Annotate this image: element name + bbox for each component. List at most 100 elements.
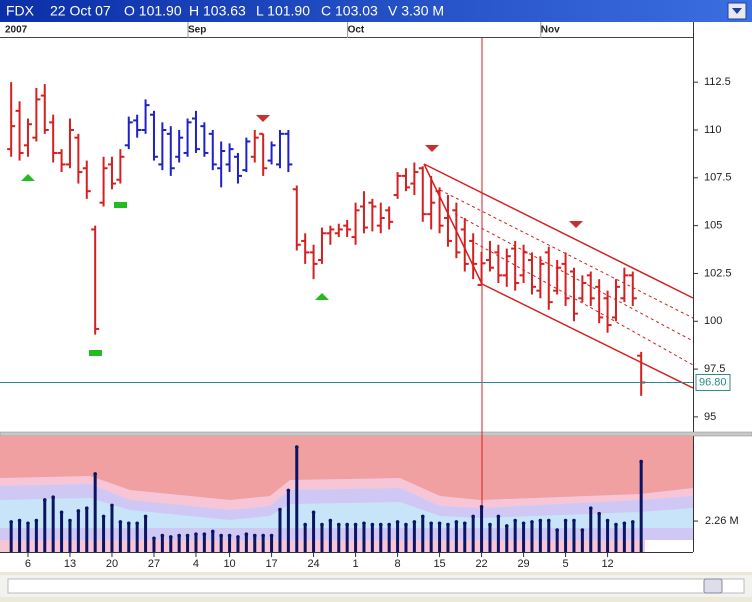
volume-cap xyxy=(538,518,543,523)
volume-cap xyxy=(294,445,299,449)
volume-cap xyxy=(210,529,215,534)
volume-cap xyxy=(378,522,383,527)
volume-cap xyxy=(521,521,526,526)
volume-cap xyxy=(244,532,249,536)
buy-signal xyxy=(21,174,35,181)
volume-cap xyxy=(387,522,391,527)
x-tick-label: 8 xyxy=(395,558,401,570)
volume: V 3.30 M xyxy=(388,3,444,19)
volume-cap xyxy=(219,533,223,538)
sell-signal xyxy=(425,145,439,152)
year-label: 2007 xyxy=(5,25,28,36)
volume-cap xyxy=(555,528,559,532)
close: C 103.03 xyxy=(321,3,378,19)
volume-cap xyxy=(614,522,618,527)
y-tick-label: 97.5 xyxy=(704,363,725,375)
high: H 103.63 xyxy=(189,3,246,19)
volume-cap xyxy=(59,510,64,515)
volume-cap xyxy=(446,522,450,527)
volume-cap xyxy=(353,522,358,527)
buy-signal xyxy=(315,293,329,300)
volume-cap xyxy=(563,518,568,523)
x-tick-label: 10 xyxy=(223,558,235,570)
volume-cap xyxy=(261,533,265,538)
volume-cap xyxy=(311,510,316,515)
scroll-track[interactable] xyxy=(7,578,745,594)
channel-mid xyxy=(439,189,694,319)
period-label: Nov xyxy=(541,25,560,36)
last-price-label: 96.80 xyxy=(699,376,727,388)
volume-cap xyxy=(530,520,534,524)
volume-cap xyxy=(437,521,442,526)
y-tick-label: 100 xyxy=(704,315,722,327)
last-price-box xyxy=(695,373,731,391)
y-tick-label: 105 xyxy=(704,220,722,232)
symbol: FDX xyxy=(6,3,35,19)
x-tick-label: 12 xyxy=(601,558,613,570)
scroll-thumb[interactable] xyxy=(703,578,723,594)
volume-cap xyxy=(17,518,22,523)
x-tick-label: 24 xyxy=(307,558,319,570)
volume-cap xyxy=(488,522,492,527)
channel-lower xyxy=(481,283,694,389)
x-tick-label: 1 xyxy=(353,558,359,570)
period-label: Oct xyxy=(348,25,365,36)
volume-band xyxy=(645,540,693,552)
volume-cap xyxy=(504,524,509,528)
period-label: Sep xyxy=(188,25,206,36)
axis-panel xyxy=(693,22,752,572)
volume-cap xyxy=(269,533,274,538)
volume-cap xyxy=(76,509,81,513)
date-axis xyxy=(0,552,752,572)
signal-block xyxy=(114,202,127,208)
volume-cap xyxy=(194,532,198,536)
volume-cap xyxy=(202,532,207,536)
volume-cap xyxy=(152,536,156,541)
volume-cap xyxy=(143,514,148,519)
volume-cap xyxy=(429,521,433,526)
volume-cap xyxy=(286,488,291,493)
channel-upper xyxy=(423,163,694,299)
volume-cap xyxy=(320,522,324,527)
x-tick-label: 6 xyxy=(25,558,31,570)
volume-cap xyxy=(513,518,517,523)
volume-cap xyxy=(622,521,627,526)
open: O 101.90 xyxy=(124,3,182,19)
x-tick-label: 29 xyxy=(517,558,529,570)
icon xyxy=(732,8,742,14)
volume-cap xyxy=(177,533,181,538)
y-tick-label: 2.26 M xyxy=(705,515,739,527)
volume-cap xyxy=(252,533,257,538)
volume-cap xyxy=(420,514,425,519)
volume-cap xyxy=(68,518,72,523)
volume-cap xyxy=(9,520,13,524)
volume-cap xyxy=(227,533,232,538)
x-tick-label: 4 xyxy=(193,558,199,570)
y-tick-label: 112.5 xyxy=(704,76,731,88)
volume-cap xyxy=(93,472,97,476)
volume-cap xyxy=(118,520,123,524)
volume-cap xyxy=(462,521,467,526)
volume-cap xyxy=(412,520,417,524)
divider xyxy=(0,431,752,437)
x-tick-label: 20 xyxy=(106,558,118,570)
volume-cap xyxy=(588,506,593,510)
y-tick-label: 95 xyxy=(704,411,716,423)
volume-cap xyxy=(580,528,585,532)
volume-cap xyxy=(110,503,114,508)
volume-cap xyxy=(51,495,55,500)
volume-cap xyxy=(34,518,39,523)
volume-cap xyxy=(168,535,173,539)
volume-cap xyxy=(236,535,240,539)
low: L 101.90 xyxy=(256,3,310,19)
volume-cap xyxy=(572,518,576,523)
sell-signal xyxy=(256,115,270,122)
volume-cap xyxy=(135,521,139,526)
volume-cap xyxy=(126,521,131,526)
volume-cap xyxy=(471,514,475,519)
volume-cap xyxy=(370,522,375,527)
volume-cap xyxy=(345,522,349,527)
x-tick-label: 22 xyxy=(475,558,487,570)
